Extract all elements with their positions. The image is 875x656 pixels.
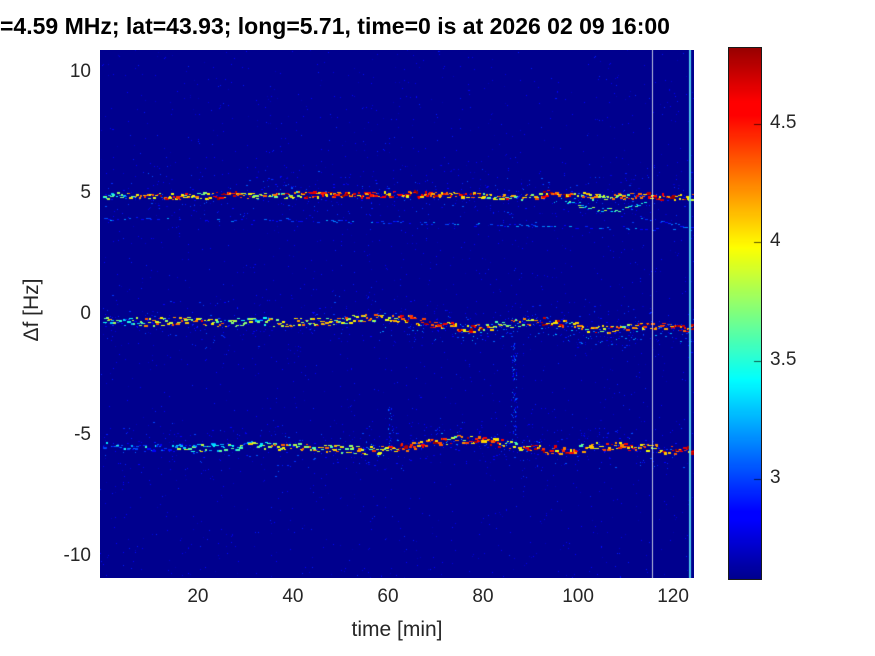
x-axis-label: time [min]	[351, 618, 443, 641]
x-tick-label: 60	[377, 586, 399, 607]
colorbar-tick-label: 4.5	[770, 111, 797, 133]
y-axis-label: Δf [Hz]	[20, 278, 43, 342]
colorbar-tick-label: 4	[770, 230, 781, 252]
plot-title: =4.59 MHz; lat=43.93; long=5.71, time=0 …	[0, 13, 670, 39]
colorbar-tick-label: 3	[770, 467, 781, 489]
plot-area	[100, 50, 694, 578]
x-tick-label: 80	[472, 586, 494, 607]
x-tick-label: 20	[187, 586, 209, 607]
y-tick-label: -10	[63, 545, 91, 567]
y-tick-label: 0	[80, 303, 91, 324]
y-tick-label: 5	[80, 181, 91, 203]
x-tick-label: 100	[562, 586, 594, 607]
spectrogram-canvas	[100, 50, 694, 578]
y-tick-label: -5	[74, 424, 91, 446]
colorbar-canvas	[729, 48, 761, 579]
colorbar-tick-label: 3.5	[770, 348, 797, 370]
x-tick-label: 40	[282, 586, 304, 607]
colorbar	[728, 47, 762, 580]
x-tick-label: 120	[657, 586, 689, 607]
y-tick-label: 10	[69, 60, 91, 82]
